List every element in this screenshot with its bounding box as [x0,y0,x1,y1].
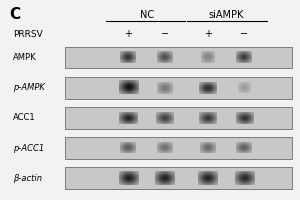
Text: AMPK: AMPK [13,53,36,62]
Text: +: + [204,29,212,39]
Bar [65,77,292,99]
Bar [65,107,292,129]
Text: β-actin: β-actin [13,174,42,183]
Text: −: − [161,29,169,39]
Bar [65,137,292,159]
Text: p-ACC1: p-ACC1 [13,144,44,153]
Text: NC: NC [140,10,154,20]
Text: C: C [10,7,21,22]
Text: siAMPK: siAMPK [208,10,244,20]
Bar [65,167,292,189]
Text: +: + [124,29,132,39]
Bar [65,47,292,68]
Text: −: − [240,29,248,39]
Text: PRRSV: PRRSV [13,30,42,39]
Text: ACC1: ACC1 [13,113,35,122]
Text: p-AMPK: p-AMPK [13,83,44,92]
